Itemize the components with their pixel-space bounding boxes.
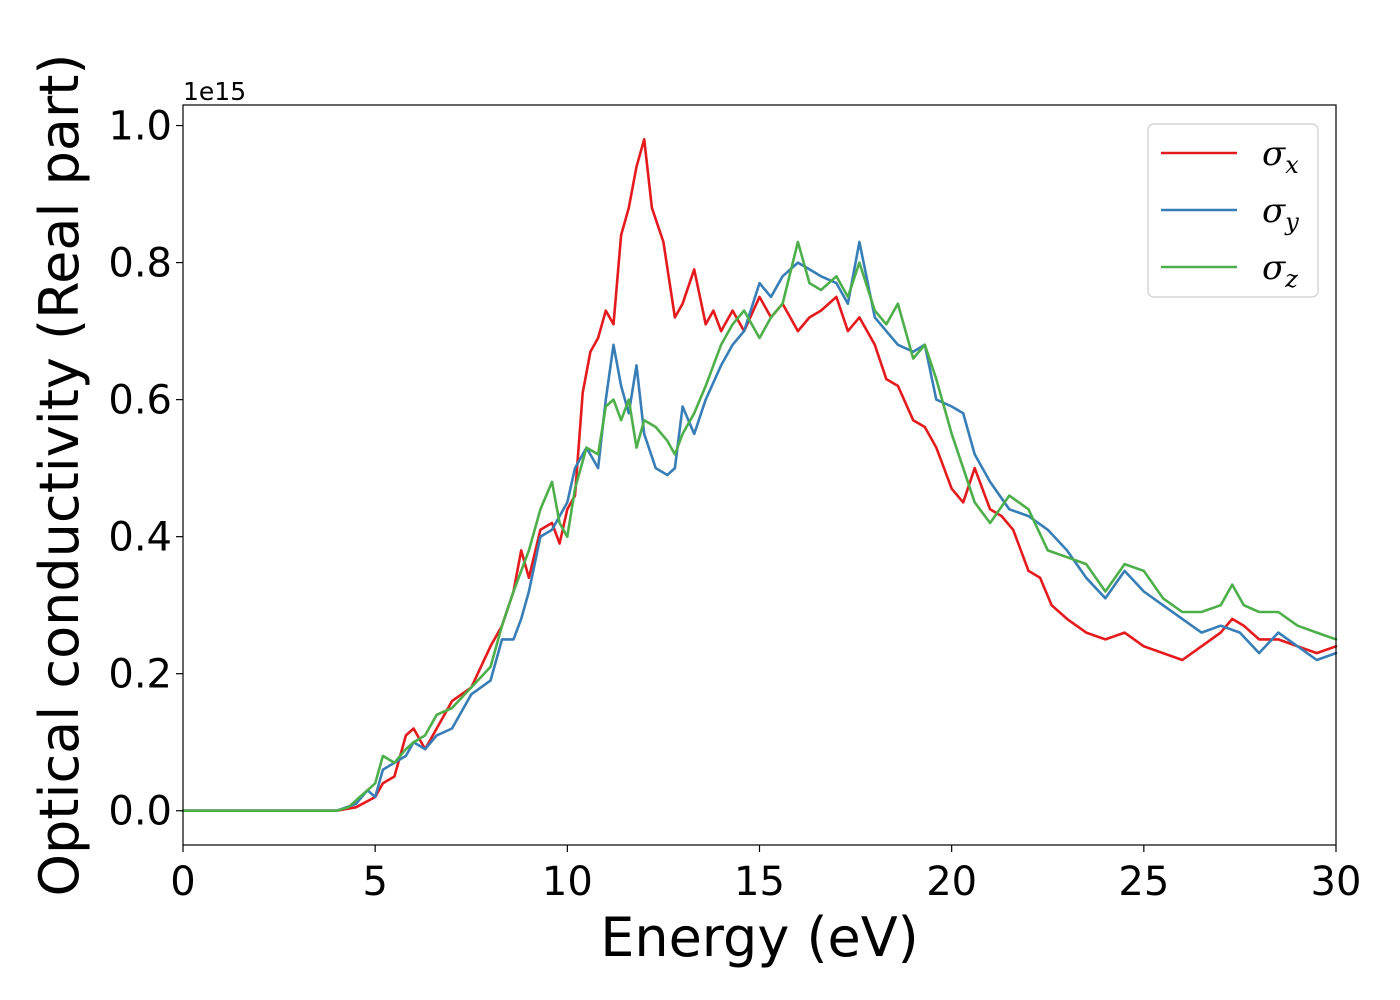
y-tick-label: 0.8 xyxy=(108,241,172,287)
x-tick-label: 0 xyxy=(170,859,195,905)
x-axis-label: Energy (eV) xyxy=(600,906,919,969)
series-layer xyxy=(181,138,1338,812)
x-tick-label: 30 xyxy=(1311,859,1362,905)
y-axis: 0.0 0.2 0.4 0.6 0.8 1.0 xyxy=(108,104,183,835)
x-tick-label: 10 xyxy=(542,859,593,905)
series-line-y xyxy=(181,240,1338,812)
x-tick-label: 5 xyxy=(362,859,387,905)
y-offset-label: 1e15 xyxy=(183,77,246,106)
y-tick-label: 0.2 xyxy=(108,652,172,698)
x-tick-label: 15 xyxy=(734,859,785,905)
y-tick-label: 0.4 xyxy=(108,515,172,561)
y-tick-label: 0.0 xyxy=(108,789,172,835)
y-axis-label: Optical conductivity (Real part) xyxy=(28,54,91,897)
x-axis: 0 5 10 15 20 25 30 xyxy=(170,845,1361,905)
y-tick-label: 0.6 xyxy=(108,378,172,424)
y-tick-label: 1.0 xyxy=(108,104,172,150)
series-line-z xyxy=(181,240,1338,812)
x-tick-label: 25 xyxy=(1118,859,1169,905)
x-tick-label: 20 xyxy=(926,859,977,905)
plot-background xyxy=(183,105,1336,845)
